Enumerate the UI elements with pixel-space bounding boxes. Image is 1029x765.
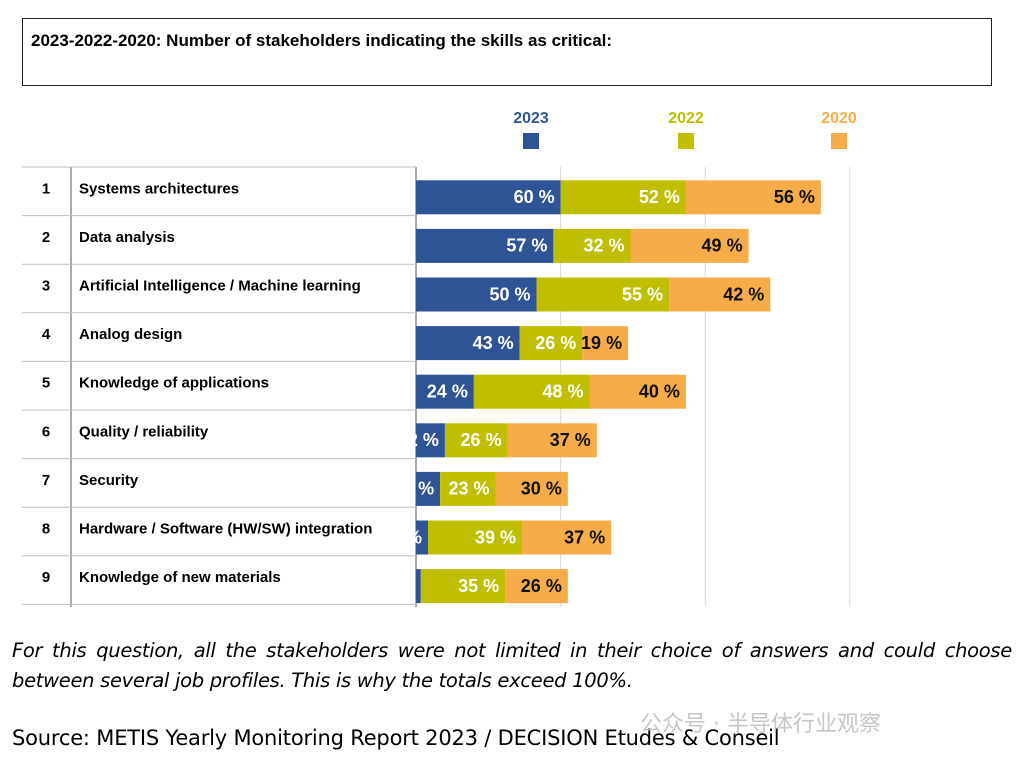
row-rank: 5 — [42, 375, 50, 392]
data-label-2022: 23 % — [448, 479, 489, 499]
data-label-2022: 52 % — [639, 187, 680, 207]
legend-label-2023: 2023 — [513, 110, 549, 127]
category-label: Data analysis — [79, 229, 175, 246]
data-label-2022: 39 % — [475, 527, 516, 547]
row-rank: 4 — [42, 326, 51, 343]
data-label-2023: 43 % — [473, 333, 514, 353]
bar-2020 — [669, 277, 771, 312]
footnote: For this question, all the stakeholders … — [12, 639, 1012, 692]
data-label-2023: 2 % — [384, 576, 415, 596]
data-label-2023: 24 % — [427, 381, 468, 401]
row-rank: 8 — [42, 520, 50, 537]
data-label-2023: 57 % — [506, 236, 547, 256]
bar-2023 — [416, 228, 554, 263]
category-label: Analog design — [79, 326, 182, 343]
bar-2023 — [416, 520, 429, 555]
data-label-2023: 10 % — [393, 479, 434, 499]
bar-2020 — [495, 471, 568, 506]
data-label-2022: 26 % — [461, 430, 502, 450]
bar-2020 — [630, 228, 749, 263]
row-rank: 9 — [42, 569, 50, 586]
row-rank: 1 — [42, 180, 50, 197]
legend-swatch-2020 — [831, 133, 847, 149]
data-label-2020: 42 % — [723, 284, 764, 304]
category-label: Hardware / Software (HW/SW) integration — [79, 520, 372, 537]
bar-2023 — [416, 569, 421, 604]
bar-2020 — [589, 374, 686, 409]
legend-swatch-2023 — [523, 133, 539, 149]
bar-2022 — [428, 520, 523, 555]
bar-2023 — [416, 180, 561, 215]
legend-label-2020: 2020 — [821, 110, 857, 127]
bar-2023 — [416, 423, 445, 458]
category-label: Security — [79, 472, 139, 489]
data-label-2020: 37 % — [550, 430, 591, 450]
bar-2022 — [560, 180, 686, 215]
legend-label-2022: 2022 — [668, 110, 704, 127]
watermark: 公众号 · 半导体行业观察 — [640, 712, 881, 737]
data-label-2020: 49 % — [702, 236, 743, 256]
data-label-2023: 5 % — [391, 527, 422, 547]
data-label-2022: 55 % — [622, 284, 663, 304]
row-rank: 3 — [42, 277, 50, 294]
category-label: Quality / reliability — [79, 423, 209, 440]
category-label: Knowledge of new materials — [79, 569, 281, 586]
bar-2023 — [416, 374, 474, 409]
bar-2022 — [440, 471, 496, 506]
bar-2023 — [416, 277, 537, 312]
bar-2022 — [553, 228, 631, 263]
bar-2023 — [416, 471, 441, 506]
chart-title-box: 2023-2022-2020: Number of stakeholders i… — [22, 18, 992, 86]
data-label-2020: 40 % — [639, 381, 680, 401]
row-rank: 7 — [42, 472, 50, 489]
data-label-2020: 19 % — [581, 333, 622, 353]
data-label-2020: 37 % — [564, 527, 605, 547]
category-label: Knowledge of applications — [79, 375, 269, 392]
category-label: Systems architectures — [79, 180, 239, 197]
data-label-2023: 50 % — [489, 284, 530, 304]
bar-2020 — [685, 180, 821, 215]
bar-2022 — [420, 569, 506, 604]
legend-swatch-2022 — [678, 133, 694, 149]
data-label-2022: 35 % — [458, 576, 499, 596]
bar-2020 — [505, 569, 568, 604]
row-rank: 6 — [42, 423, 50, 440]
data-label-2023: 12 % — [398, 430, 439, 450]
bar-2022 — [444, 423, 508, 458]
data-label-2020: 56 % — [774, 187, 815, 207]
row-rank: 2 — [42, 229, 50, 246]
data-label-2023: 60 % — [514, 187, 555, 207]
data-label-2020: 26 % — [521, 576, 562, 596]
data-label-2022: 26 % — [535, 333, 576, 353]
bar-2020 — [582, 326, 629, 361]
bar-2022 — [519, 326, 583, 361]
bar-2022 — [473, 374, 590, 409]
bar-2020 — [507, 423, 597, 458]
source-line: Source: METIS Yearly Monitoring Report 2… — [12, 726, 780, 750]
data-label-2022: 48 % — [542, 381, 583, 401]
bar-2020 — [522, 520, 612, 555]
bar-2023 — [416, 326, 520, 361]
bar-2022 — [536, 277, 670, 312]
chart-title: 2023-2022-2020: Number of stakeholders i… — [31, 31, 613, 50]
category-label: Artificial Intelligence / Machine learni… — [79, 277, 361, 294]
data-label-2022: 32 % — [583, 236, 624, 256]
data-label-2020: 30 % — [521, 479, 562, 499]
